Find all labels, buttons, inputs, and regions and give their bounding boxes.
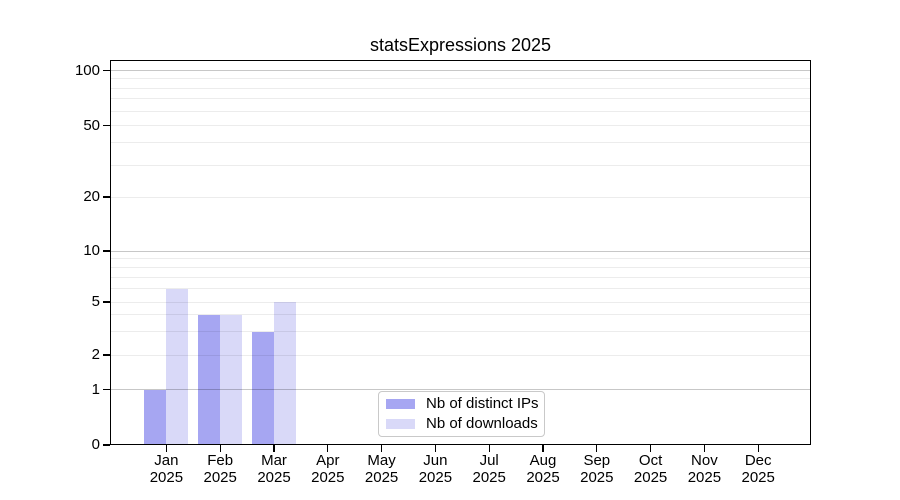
legend-swatch-distinct-ips	[386, 399, 415, 409]
bar-downloads-feb	[220, 314, 243, 445]
y-tick-20	[103, 196, 110, 198]
gridline-major-10	[110, 250, 811, 252]
gridline-minor-4	[110, 314, 811, 316]
x-tick-oct	[650, 445, 652, 452]
x-tick-label-dec: Dec 2025	[741, 452, 775, 486]
x-tick-may	[381, 445, 383, 452]
bar-downloads-mar	[274, 302, 296, 445]
gridline-major-100	[110, 70, 811, 71]
x-tick-label-aug: Aug 2025	[526, 452, 560, 486]
chart-title: statsExpressions 2025	[369, 35, 552, 55]
x-tick-mar	[273, 445, 275, 452]
x-tick-jan	[165, 445, 168, 452]
legend-label-distinct-ips: Nb of distinct IPs	[426, 395, 539, 412]
x-tick-label-oct: Oct 2025	[633, 452, 668, 486]
x-tick-label-sep: Sep 2025	[580, 452, 614, 486]
y-tick-50	[103, 124, 110, 127]
y-tick-label-5: 5	[91, 293, 100, 310]
gridline-minor-5	[110, 301, 811, 303]
y-tick-label-1: 1	[91, 380, 100, 398]
x-tick-feb	[219, 445, 221, 452]
y-tick-label-50: 50	[83, 116, 100, 134]
legend: Nb of distinct IPs Nb of downloads	[378, 391, 545, 437]
x-tick-label-jun: Jun 2025	[418, 452, 453, 486]
y-tick-5	[103, 301, 110, 303]
y-tick-label-100: 100	[74, 61, 100, 79]
bar-downloads-jan	[166, 288, 189, 445]
gridline-minor-9	[110, 258, 811, 260]
legend-entry-downloads: Nb of downloads	[386, 415, 544, 433]
x-tick-jun	[434, 445, 437, 452]
gridline-minor-60	[110, 110, 811, 112]
x-tick-label-mar: Mar 2025	[257, 452, 291, 486]
gridline-minor-3	[110, 331, 811, 333]
x-tick-apr	[327, 445, 329, 452]
y-tick-label-0: 0	[91, 436, 100, 453]
y-tick-2	[103, 354, 110, 356]
y-tick-10	[103, 250, 110, 252]
y-tick-0	[103, 444, 110, 446]
x-tick-label-jul: Jul 2025	[472, 452, 506, 486]
x-tick-aug	[542, 445, 544, 452]
legend-entry-distinct-ips: Nb of distinct IPs	[386, 395, 544, 413]
x-tick-label-nov: Nov 2025	[687, 452, 722, 486]
x-tick-sep	[596, 445, 598, 452]
gridline-major-1	[110, 389, 811, 390]
x-tick-label-may: May 2025	[364, 452, 399, 486]
gridline-minor-6	[110, 288, 811, 290]
bar-distinct-ips-feb	[198, 314, 221, 445]
x-tick-label-jan: Jan 2025	[149, 452, 184, 486]
gridline-minor-30	[110, 164, 811, 166]
x-tick-jul	[488, 445, 490, 452]
gridline-minor-2	[110, 354, 811, 356]
y-tick-1	[103, 388, 110, 391]
bar-distinct-ips-jan	[144, 389, 167, 445]
y-tick-100	[103, 69, 110, 72]
x-tick-dec	[757, 445, 759, 452]
x-tick-label-feb: Feb 2025	[203, 452, 237, 486]
gridline-minor-7	[110, 276, 811, 278]
bar-distinct-ips-mar	[252, 331, 274, 445]
gridline-minor-50	[110, 125, 811, 126]
y-tick-label-10: 10	[83, 242, 100, 259]
gridline-minor-70	[110, 98, 811, 100]
legend-label-downloads: Nb of downloads	[426, 415, 538, 432]
gridline-minor-90	[110, 78, 811, 80]
gridline-minor-8	[110, 266, 811, 268]
y-tick-label-2: 2	[91, 346, 100, 363]
gridline-minor-40	[110, 142, 811, 144]
gridline-minor-20	[110, 196, 811, 198]
legend-swatch-downloads	[386, 419, 415, 429]
y-tick-label-20: 20	[83, 188, 100, 205]
gridline-minor-80	[110, 87, 811, 89]
x-tick-nov	[703, 445, 706, 452]
x-tick-label-apr: Apr 2025	[311, 452, 345, 486]
